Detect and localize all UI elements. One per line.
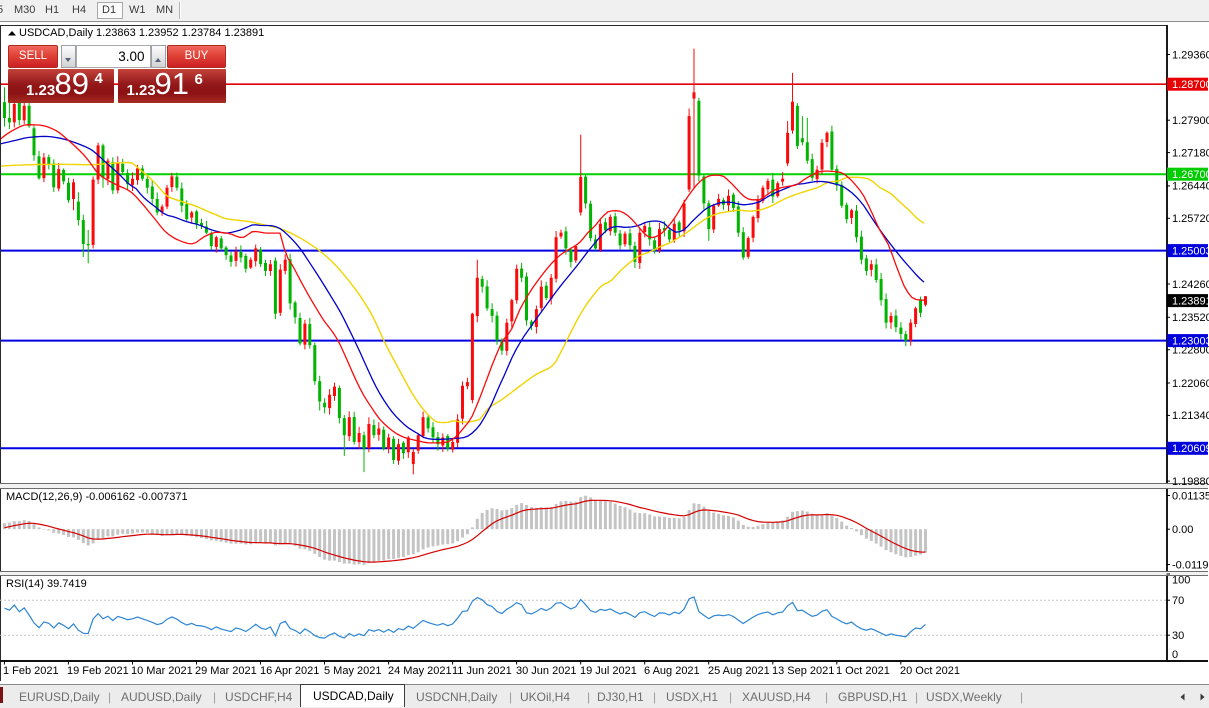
svg-text:1.25720: 1.25720 — [1172, 213, 1209, 225]
svg-text:1.27180: 1.27180 — [1172, 147, 1209, 159]
svg-text:1.24260: 1.24260 — [1172, 279, 1209, 291]
svg-text:1.27900: 1.27900 — [1172, 115, 1209, 127]
svg-text:1.19880: 1.19880 — [1172, 476, 1209, 488]
svg-text:1.28700: 1.28700 — [1172, 79, 1209, 91]
svg-text:1.26700: 1.26700 — [1172, 169, 1209, 181]
svg-text:100: 100 — [1172, 575, 1190, 587]
svg-text:1.29360: 1.29360 — [1172, 49, 1209, 61]
svg-text:-0.011904: -0.011904 — [1172, 559, 1209, 571]
svg-text:0.00: 0.00 — [1172, 524, 1193, 536]
svg-text:1.22800: 1.22800 — [1172, 345, 1209, 357]
svg-text:1.22060: 1.22060 — [1172, 378, 1209, 390]
svg-text:0: 0 — [1172, 649, 1178, 661]
svg-text:1.20609: 1.20609 — [1172, 443, 1209, 455]
svg-text:0.01135: 0.01135 — [1172, 490, 1209, 502]
svg-text:70: 70 — [1172, 595, 1184, 607]
svg-text:1.23003: 1.23003 — [1172, 335, 1209, 347]
svg-text:1.23520: 1.23520 — [1172, 312, 1209, 324]
svg-text:1.21340: 1.21340 — [1172, 410, 1209, 422]
svg-text:30: 30 — [1172, 630, 1184, 642]
svg-text:1.25003: 1.25003 — [1172, 245, 1209, 257]
svg-text:1.26440: 1.26440 — [1172, 181, 1209, 193]
svg-text:1.23891: 1.23891 — [1172, 295, 1209, 307]
